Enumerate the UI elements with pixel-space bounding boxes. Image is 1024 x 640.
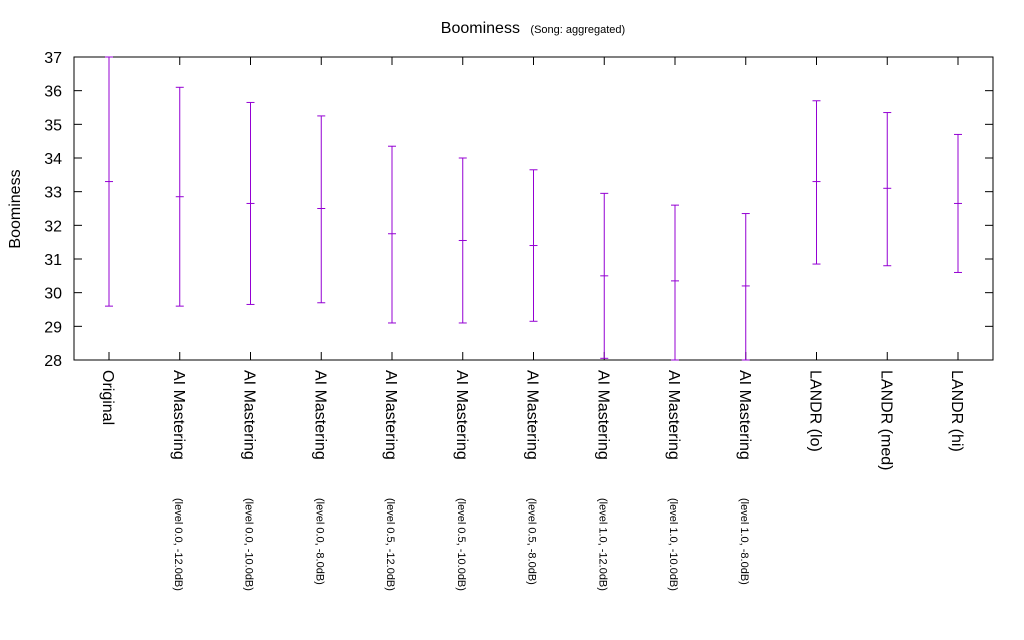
x-category-main: LANDR (med) bbox=[877, 370, 894, 470]
error-bar bbox=[600, 192, 609, 359]
y-tick-label: 35 bbox=[44, 117, 62, 134]
x-category-main: AI Mastering bbox=[241, 370, 258, 460]
x-category-sub: (level 1.0, -8.0dB) bbox=[738, 498, 750, 585]
x-category-label: AI Mastering (level 0.5, -8.0dB) bbox=[524, 370, 541, 585]
error-bar bbox=[883, 112, 892, 267]
x-category-label: AI Mastering (level 1.0, -12.0dB) bbox=[594, 370, 611, 591]
x-category-label: AI Mastering (level 0.0, -10.0dB) bbox=[241, 370, 258, 591]
error-bar bbox=[388, 145, 396, 324]
x-category-label: Original bbox=[99, 370, 116, 425]
y-tick-label: 28 bbox=[44, 353, 62, 370]
x-category-label: LANDR (med) bbox=[877, 370, 894, 470]
x-category-sub: (level 0.5, -8.0dB) bbox=[526, 498, 538, 585]
x-category-main: AI Mastering bbox=[170, 370, 187, 460]
error-bar bbox=[246, 101, 255, 305]
y-tick-label: 32 bbox=[44, 218, 62, 235]
error-bar bbox=[741, 213, 750, 361]
x-category-main: AI Mastering bbox=[524, 370, 541, 460]
chart-subtitle: (Song: aggregated) bbox=[530, 24, 625, 36]
x-category-sub: (level 1.0, -10.0dB) bbox=[667, 498, 679, 591]
error-bar bbox=[812, 100, 821, 265]
x-category-sub: (level 0.0, -10.0dB) bbox=[243, 498, 255, 591]
error-bar bbox=[105, 56, 113, 307]
y-tick-label: 29 bbox=[44, 319, 62, 336]
x-category-sub: (level 0.0, -12.0dB) bbox=[172, 498, 184, 591]
error-bar bbox=[671, 204, 679, 361]
error-bar bbox=[458, 157, 467, 324]
error-bars bbox=[105, 56, 962, 361]
error-bar bbox=[175, 86, 184, 307]
x-category-label: LANDR (lo) bbox=[807, 370, 824, 452]
x-category-label: AI Mastering (level 0.5, -10.0dB) bbox=[453, 370, 470, 591]
chart-title-main: Boominess bbox=[441, 20, 520, 37]
x-category-main: AI Mastering bbox=[382, 370, 399, 460]
x-category-sub: (level 0.5, -12.0dB) bbox=[384, 498, 396, 591]
y-tick-label: 33 bbox=[44, 185, 62, 202]
x-category-label: AI Mastering (level 1.0, -8.0dB) bbox=[736, 370, 753, 585]
y-axis: 28 29 30 31 32 33 34 35 36 37 bbox=[44, 50, 993, 370]
error-bar bbox=[954, 133, 962, 273]
chart-title: Boominess (Song: aggregated) bbox=[441, 20, 625, 37]
x-category-sub: (level 1.0, -12.0dB) bbox=[596, 498, 608, 591]
y-tick-label: 36 bbox=[44, 84, 62, 101]
x-category-main: AI Mastering bbox=[665, 370, 682, 460]
x-category-sub: (level 0.0, -8.0dB) bbox=[313, 498, 325, 585]
x-category-main: AI Mastering bbox=[594, 370, 611, 460]
x-category-main: AI Mastering bbox=[736, 370, 753, 460]
x-axis: Original AI Mastering (level 0.0, -12.0dB)… bbox=[99, 57, 965, 591]
error-bar bbox=[529, 169, 538, 322]
error-bar bbox=[317, 115, 326, 304]
x-category-label: AI Mastering (level 0.0, -8.0dB) bbox=[311, 370, 328, 585]
y-tick-label: 34 bbox=[44, 151, 62, 168]
x-category-main: Original bbox=[99, 370, 116, 425]
y-axis-label: Boominess bbox=[7, 169, 24, 248]
x-category-main: LANDR (hi) bbox=[948, 370, 965, 452]
x-category-label: AI Mastering (level 1.0, -10.0dB) bbox=[665, 370, 682, 591]
y-tick-label: 37 bbox=[44, 50, 62, 67]
x-category-label: AI Mastering (level 0.0, -12.0dB) bbox=[170, 370, 187, 591]
x-category-sub: (level 0.5, -10.0dB) bbox=[455, 498, 467, 591]
x-category-label: LANDR (hi) bbox=[948, 370, 965, 452]
x-category-main: AI Mastering bbox=[311, 370, 328, 460]
x-category-label: AI Mastering (level 0.5, -12.0dB) bbox=[382, 370, 399, 591]
x-category-main: LANDR (lo) bbox=[807, 370, 824, 452]
y-tick-label: 30 bbox=[44, 286, 62, 303]
x-category-main: AI Mastering bbox=[453, 370, 470, 460]
y-tick-label: 31 bbox=[44, 252, 62, 269]
